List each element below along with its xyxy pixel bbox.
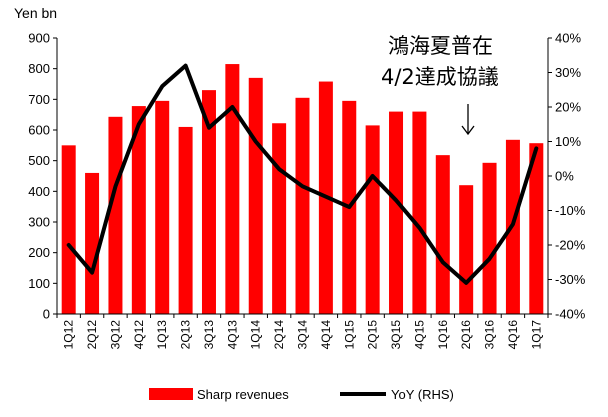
- bar-1q14: [248, 77, 263, 314]
- left-axis-unit: Yen bn: [14, 5, 57, 21]
- bar-1q17: [529, 143, 544, 314]
- x-ticks: 1Q12 2Q12 3Q12 4Q12 1Q13 2Q13 3Q13 4Q13 1Q14 2Q14…: [56, 314, 549, 350]
- x-tick-label: 4Q12: [132, 320, 146, 350]
- x-tick-label: 1Q17: [529, 320, 543, 350]
- x-tick-label: 2Q14: [272, 320, 286, 350]
- x-tick-label: 4Q14: [319, 320, 333, 350]
- bar-2q13: [178, 126, 193, 314]
- right-tick-label: -10%: [555, 203, 586, 218]
- x-tick-label: 1Q14: [249, 320, 263, 350]
- bar-1q13: [155, 100, 170, 314]
- bar-2q14: [272, 123, 287, 315]
- x-tick-label: 3Q13: [202, 320, 216, 350]
- left-tick-label: 400: [28, 184, 50, 199]
- bar-4q12: [131, 106, 146, 314]
- x-tick-label: 2Q12: [85, 320, 99, 350]
- left-tick-label: 800: [28, 61, 50, 76]
- right-tick-label: -30%: [555, 272, 586, 287]
- legend-label-bar: Sharp revenues: [197, 387, 289, 402]
- x-tick-label: 3Q14: [296, 320, 310, 350]
- right-tick-label: 20%: [555, 100, 581, 115]
- bar-2q16: [459, 185, 474, 314]
- right-tick-label: 40%: [555, 31, 581, 46]
- right-tick-label: -40%: [555, 307, 586, 322]
- bar-2q12: [85, 172, 100, 314]
- annotation-group: 鴻海夏普在 4/2達成協議: [381, 34, 499, 136]
- left-tick-label: 900: [28, 31, 50, 46]
- bar-3q16: [482, 162, 497, 314]
- right-tick-label: 30%: [555, 65, 581, 80]
- yoy-line: [66, 63, 539, 285]
- left-tick-label: 300: [28, 215, 50, 230]
- x-tick-label: 3Q16: [483, 320, 497, 350]
- right-tick-label: 10%: [555, 134, 581, 149]
- bar-3q14: [295, 97, 310, 314]
- bar-2q15: [365, 125, 380, 315]
- right-y-ticks: -40% -30% -20% -10% 0% 10% 20% 30% 40%: [548, 31, 586, 322]
- legend-label-line: YoY (RHS): [391, 387, 454, 402]
- x-tick-label: 4Q15: [412, 320, 426, 350]
- bar-4q13: [225, 64, 240, 314]
- x-tick-label: 1Q13: [155, 320, 169, 350]
- left-tick-label: 700: [28, 92, 50, 107]
- x-tick-label: 4Q16: [506, 320, 520, 350]
- bar-1q16: [435, 155, 450, 314]
- left-tick-label: 500: [28, 153, 50, 168]
- bar-3q13: [201, 90, 216, 314]
- x-tick-label: 1Q12: [62, 320, 76, 350]
- left-tick-label: 0: [43, 307, 50, 322]
- annotation-line-1: 鴻海夏普在: [388, 34, 493, 58]
- x-tick-label: 4Q13: [225, 320, 239, 350]
- x-tick-label: 3Q12: [108, 320, 122, 350]
- left-tick-label: 600: [28, 123, 50, 138]
- x-tick-label: 1Q16: [436, 320, 450, 350]
- legend: Sharp revenues YoY (RHS): [149, 387, 454, 402]
- legend-swatch-bar: [149, 388, 193, 400]
- left-tick-label: 100: [28, 276, 50, 291]
- x-tick-label: 3Q15: [389, 320, 403, 350]
- bar-3q15: [389, 111, 404, 314]
- annotation-line-2: 4/2達成協議: [381, 65, 499, 89]
- bar-1q12: [61, 145, 76, 314]
- x-tick-label: 1Q15: [342, 320, 356, 350]
- annotation-arrow-head: [461, 125, 475, 136]
- x-tick-label: 2Q13: [179, 320, 193, 350]
- right-tick-label: 0%: [555, 169, 574, 184]
- x-tick-label: 2Q15: [366, 320, 380, 350]
- left-tick-label: 200: [28, 245, 50, 260]
- x-tick-label: 2Q16: [459, 320, 473, 350]
- left-y-ticks: 0 100 200 300 400 500 600 700 800 900: [28, 31, 57, 322]
- right-tick-label: -20%: [555, 238, 586, 253]
- bar-3q12: [108, 116, 123, 315]
- line-series-group: [66, 63, 539, 285]
- bar-4q15: [412, 111, 427, 314]
